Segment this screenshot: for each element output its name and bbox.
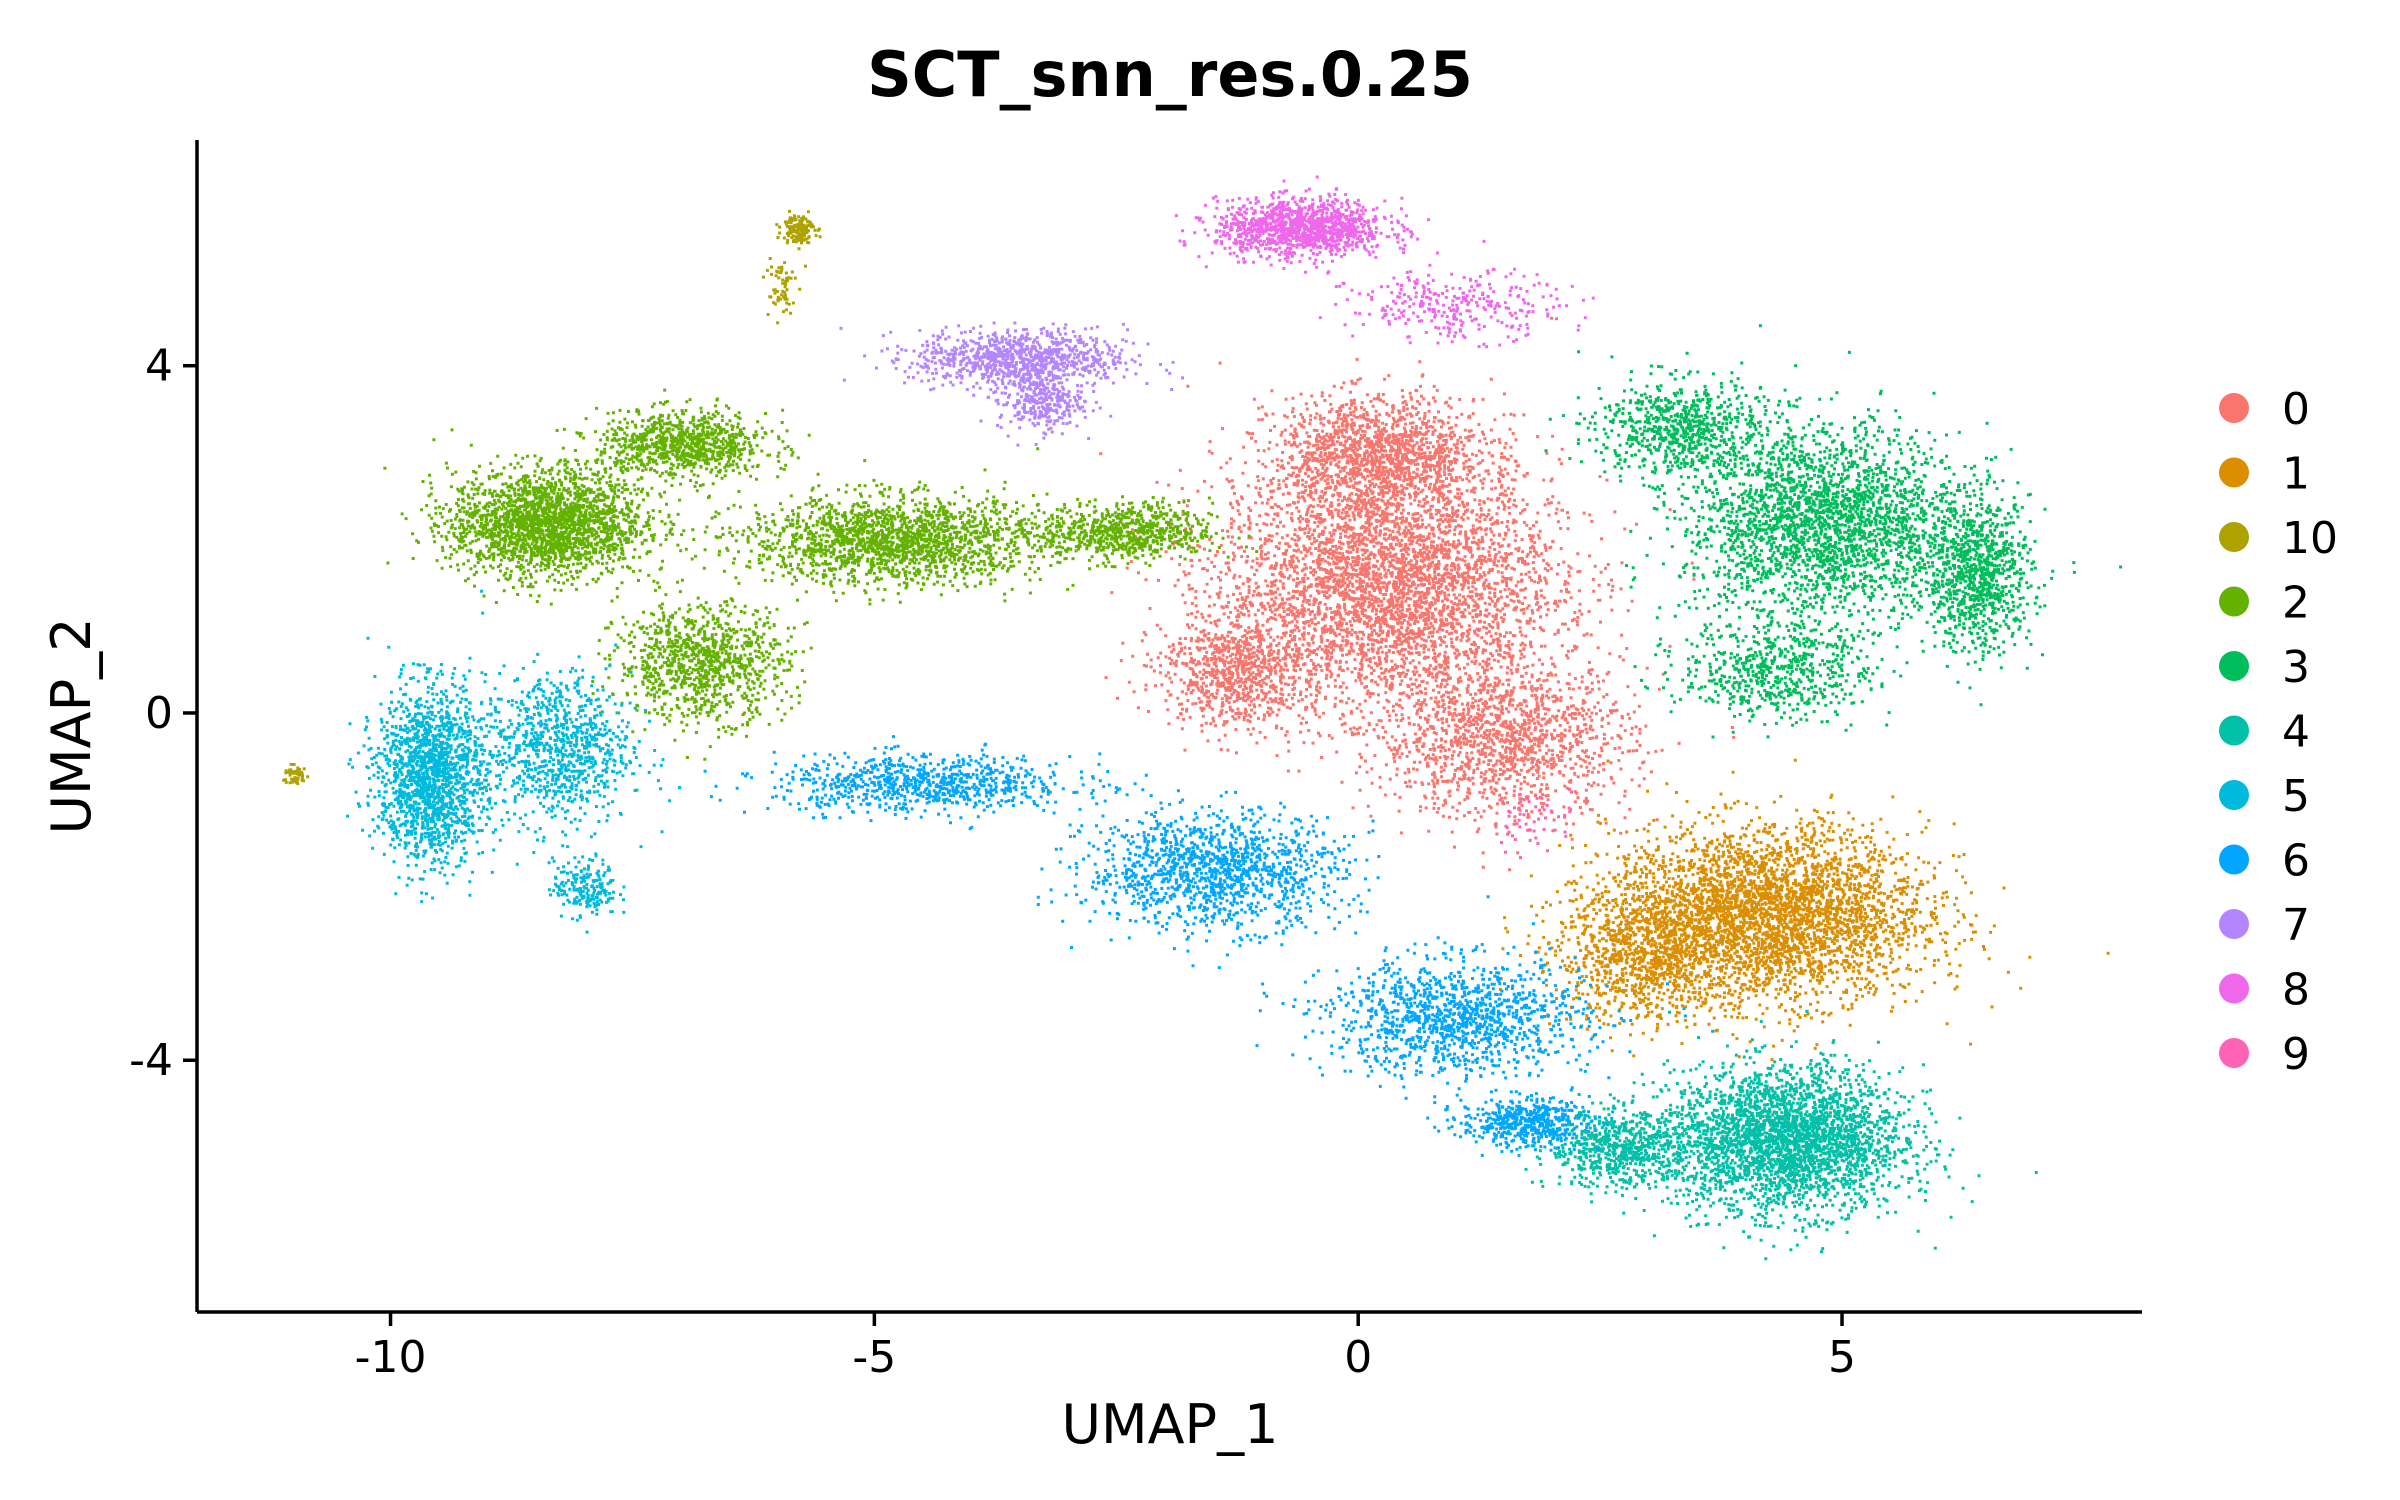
cluster-10-blob-0 xyxy=(775,209,822,251)
cluster-5-points xyxy=(346,589,682,934)
cluster-2-points xyxy=(383,388,1259,761)
cluster-8-blob-0 xyxy=(1174,175,1486,275)
cluster-3-blob-2 xyxy=(1544,324,1822,498)
legend-label-9: 9 xyxy=(2282,1029,2310,1080)
cluster-6-points xyxy=(703,735,1687,1157)
cluster-10-blob-2 xyxy=(282,762,310,785)
cluster-3-points xyxy=(1544,324,2123,739)
cluster-0-points xyxy=(1099,316,1736,872)
cluster-0-blob-1 xyxy=(1221,357,1609,545)
legend-label-7: 7 xyxy=(2282,900,2310,951)
x-axis-ticks: -10 -5 0 5 xyxy=(355,1312,1856,1383)
legend-key-1 xyxy=(2219,457,2249,488)
legend-label-0: 0 xyxy=(2282,384,2310,435)
cluster-5-blob-2 xyxy=(547,835,626,934)
cluster-3-blob-3 xyxy=(1633,608,1909,739)
cluster-2-blob-4 xyxy=(984,495,1259,571)
cluster-7-blob-1 xyxy=(979,349,1113,447)
cluster-2-blob-3 xyxy=(661,447,1164,606)
cluster-5-blob-1 xyxy=(429,611,682,866)
cluster-8-points xyxy=(1174,175,1595,349)
legend: 0 1 10 2 3 4 5 6 7 8 9 xyxy=(2219,384,2338,1080)
chart-title: SCT_snn_res.0.25 xyxy=(867,38,1473,111)
legend-label-1: 1 xyxy=(2282,449,2310,500)
legend-key-7 xyxy=(2219,909,2249,939)
x-tick-label: 0 xyxy=(1344,1332,1372,1383)
cluster-9-blob-0 xyxy=(1493,790,1573,860)
cluster-4-blob-0 xyxy=(1586,1010,2038,1261)
cluster-6-blob-2 xyxy=(1255,922,1687,1105)
cluster-3-blob-1 xyxy=(1895,447,2076,707)
cluster-2-blob-2 xyxy=(591,573,813,761)
legend-key-9 xyxy=(2219,1038,2249,1068)
cluster-7-points xyxy=(839,321,1184,447)
y-tick-label: 0 xyxy=(145,688,173,739)
legend-label-5: 5 xyxy=(2282,771,2310,822)
y-axis-ticks: -4 0 4 xyxy=(129,341,197,1086)
x-tick-label: -5 xyxy=(852,1332,896,1383)
cluster-5-blob-0 xyxy=(346,589,521,904)
scatter-points xyxy=(282,175,2123,1261)
cluster-6-blob-0 xyxy=(703,735,1164,831)
legend-key-0 xyxy=(2219,393,2249,423)
legend-label-8: 8 xyxy=(2282,965,2310,1016)
legend-key-10 xyxy=(2219,522,2249,552)
legend-label-4: 4 xyxy=(2282,707,2310,758)
x-axis-title: UMAP_1 xyxy=(1062,1393,1279,1456)
legend-key-3 xyxy=(2219,651,2249,681)
legend-label-2: 2 xyxy=(2282,578,2310,629)
y-tick-label: 4 xyxy=(145,341,173,392)
y-tick-label: -4 xyxy=(129,1035,173,1086)
cluster-2-blob-1 xyxy=(555,388,867,499)
cluster-4-blob-1 xyxy=(1507,1084,1756,1215)
cluster-0-blob-0 xyxy=(1099,316,1696,796)
cluster-1-points xyxy=(1494,758,2110,1061)
cluster-3-blob-0 xyxy=(1588,350,2123,684)
cluster-9-points xyxy=(1493,790,1573,860)
cluster-10-points xyxy=(282,209,822,785)
legend-label-6: 6 xyxy=(2282,836,2310,887)
legend-label-3: 3 xyxy=(2282,642,2310,693)
y-axis-title: UMAP_2 xyxy=(40,618,103,835)
legend-key-8 xyxy=(2219,973,2249,1004)
cluster-1-blob-0 xyxy=(1494,758,2110,1061)
legend-key-5 xyxy=(2219,780,2249,810)
cluster-1-blob-1 xyxy=(1498,845,1824,1058)
cluster-10-blob-1 xyxy=(761,257,807,325)
legend-key-6 xyxy=(2219,844,2249,875)
legend-label-10: 10 xyxy=(2282,513,2338,564)
cluster-2-blob-0 xyxy=(383,409,707,606)
cluster-4-points xyxy=(1507,1010,2038,1261)
x-tick-label: 5 xyxy=(1828,1332,1856,1383)
x-tick-label: -10 xyxy=(355,1332,427,1383)
cluster-0-blob-3 xyxy=(1116,546,1359,755)
legend-key-2 xyxy=(2219,586,2249,617)
cluster-8-blob-1 xyxy=(1318,263,1595,349)
cluster-6-blob-1 xyxy=(1036,782,1490,970)
cluster-6-blob-3 xyxy=(1426,1069,1615,1157)
legend-key-4 xyxy=(2219,715,2249,746)
cluster-7-blob-0 xyxy=(839,321,1184,399)
